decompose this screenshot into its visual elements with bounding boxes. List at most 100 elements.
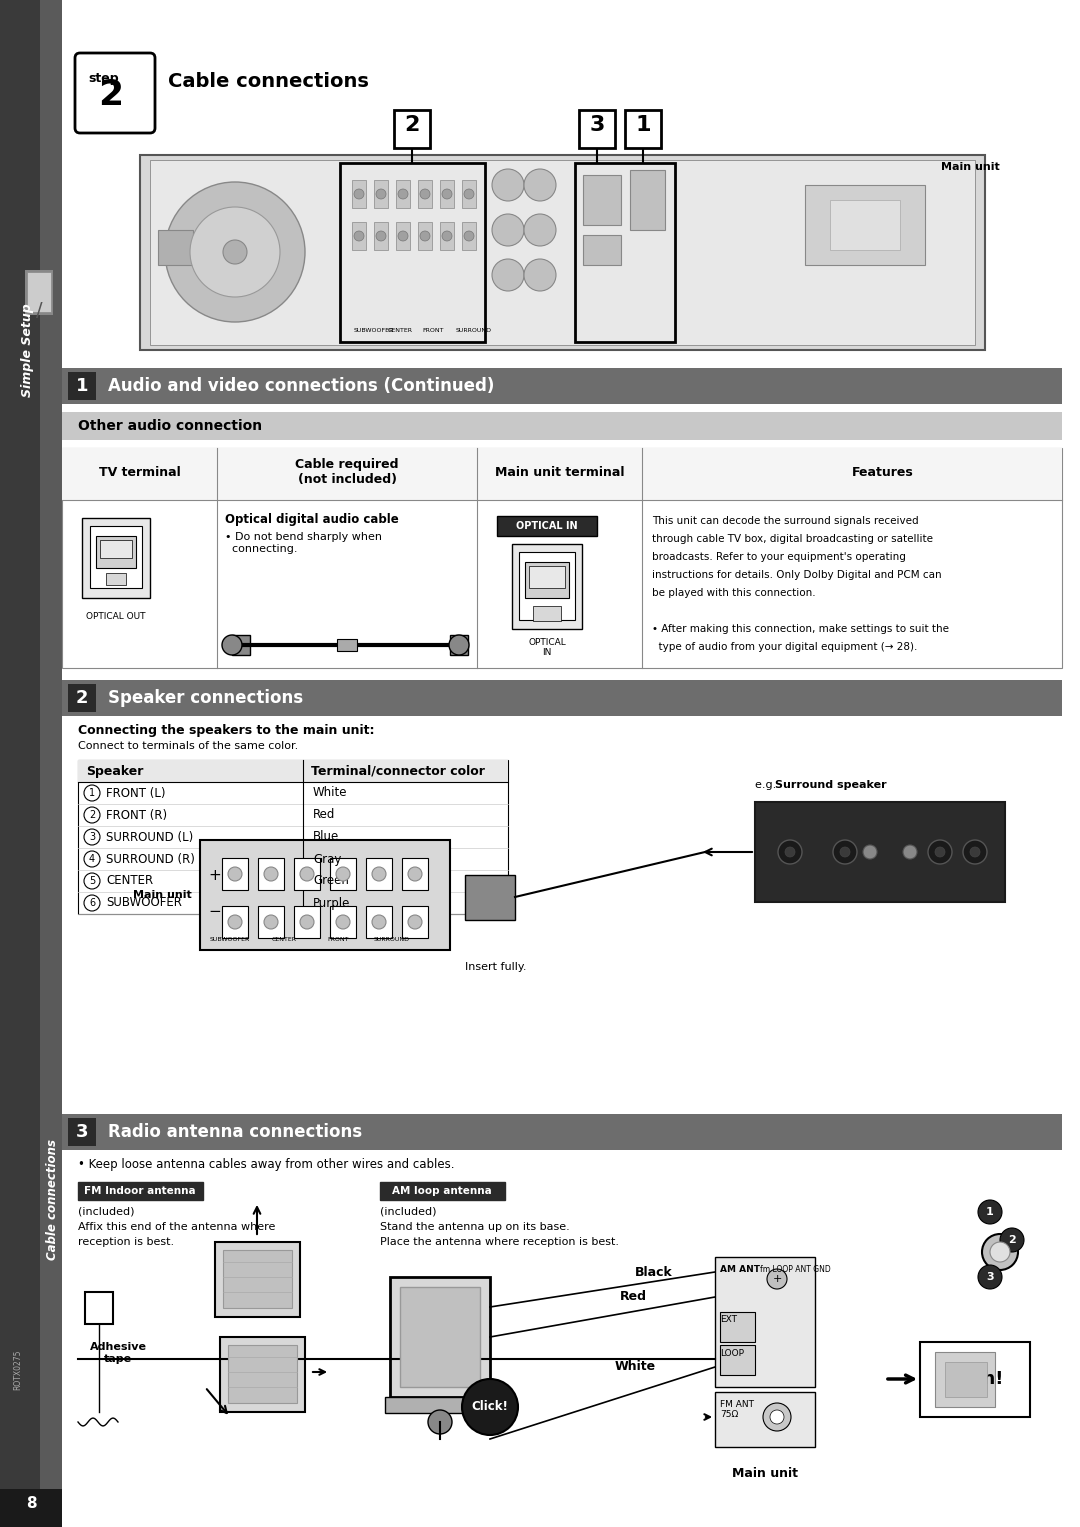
- Text: 4: 4: [89, 854, 95, 864]
- Text: Black: Black: [635, 1266, 673, 1278]
- Bar: [352, 221, 366, 250]
- Text: SURROUND (R): SURROUND (R): [106, 852, 194, 866]
- Text: This unit can decode the surround signals received: This unit can decode the surround signal…: [652, 516, 919, 525]
- Text: Connect to terminals of the same color.: Connect to terminals of the same color.: [78, 741, 298, 751]
- Text: be played with this connection.: be played with this connection.: [652, 588, 815, 599]
- Circle shape: [928, 840, 951, 864]
- Bar: [384, 1397, 495, 1412]
- Text: Radio antenna connections: Radio antenna connections: [108, 1122, 362, 1141]
- Bar: [330, 858, 356, 890]
- Circle shape: [442, 189, 453, 199]
- Text: Red: Red: [620, 1290, 647, 1304]
- Circle shape: [376, 231, 386, 241]
- Text: Surround speaker: Surround speaker: [775, 780, 887, 789]
- Text: +: +: [772, 1274, 782, 1284]
- Circle shape: [336, 867, 350, 881]
- Circle shape: [464, 231, 474, 241]
- Bar: [465, 875, 515, 919]
- FancyBboxPatch shape: [75, 53, 156, 133]
- Circle shape: [970, 847, 980, 857]
- Bar: [630, 169, 665, 231]
- Bar: [0, 0, 40, 1527]
- Text: Blue: Blue: [313, 831, 339, 843]
- Bar: [68, 373, 96, 400]
- Bar: [396, 180, 410, 208]
- Text: Main unit: Main unit: [732, 1467, 798, 1480]
- Text: Speaker connections: Speaker connections: [108, 689, 303, 707]
- Circle shape: [767, 1269, 787, 1289]
- Bar: [100, 541, 132, 557]
- Text: ROTX0275: ROTX0275: [13, 1350, 23, 1390]
- Text: OPTICAL OUT: OPTICAL OUT: [86, 612, 146, 621]
- Circle shape: [978, 1200, 1002, 1225]
- Bar: [720, 1312, 755, 1342]
- Bar: [62, 447, 1062, 667]
- Circle shape: [840, 847, 850, 857]
- Text: FM Indoor antenna: FM Indoor antenna: [84, 1186, 195, 1196]
- Circle shape: [354, 231, 364, 241]
- Bar: [62, 1115, 1062, 1150]
- Bar: [0, 1489, 62, 1527]
- Bar: [462, 180, 476, 208]
- Text: CENTER: CENTER: [388, 328, 413, 333]
- Text: 2: 2: [1008, 1235, 1016, 1245]
- Circle shape: [990, 1241, 1010, 1261]
- Circle shape: [420, 189, 430, 199]
- Text: SUBWOOFER: SUBWOOFER: [210, 938, 251, 942]
- Bar: [78, 760, 508, 782]
- Bar: [258, 858, 284, 890]
- Text: LOOP: LOOP: [720, 1348, 744, 1358]
- Bar: [583, 235, 621, 266]
- Text: OPTICAL IN: OPTICAL IN: [516, 521, 578, 531]
- Bar: [720, 1345, 755, 1374]
- Circle shape: [408, 915, 422, 928]
- Text: Click!: Click!: [472, 1400, 509, 1414]
- Bar: [150, 160, 975, 345]
- Bar: [519, 551, 575, 620]
- Text: White: White: [313, 786, 348, 800]
- Circle shape: [420, 231, 430, 241]
- Text: step: step: [87, 72, 119, 86]
- Circle shape: [428, 1409, 453, 1434]
- Text: 2: 2: [98, 78, 123, 111]
- Circle shape: [228, 867, 242, 881]
- Circle shape: [935, 847, 945, 857]
- Text: 3: 3: [89, 832, 95, 841]
- Bar: [529, 567, 565, 588]
- Text: Green: Green: [313, 875, 349, 887]
- Text: Audio and video connections (Continued): Audio and video connections (Continued): [108, 377, 495, 395]
- Bar: [200, 840, 450, 950]
- Circle shape: [84, 829, 100, 844]
- Bar: [831, 200, 900, 250]
- Bar: [440, 221, 454, 250]
- Circle shape: [982, 1234, 1018, 1270]
- Circle shape: [524, 169, 556, 202]
- Bar: [62, 447, 1062, 499]
- Bar: [450, 635, 468, 655]
- Text: 3: 3: [986, 1272, 994, 1283]
- Text: SUBWOOFER: SUBWOOFER: [106, 896, 181, 910]
- Bar: [232, 635, 249, 655]
- Bar: [402, 906, 428, 938]
- Text: /: /: [36, 301, 42, 319]
- Text: Adhesive
tape: Adhesive tape: [90, 1342, 147, 1364]
- Circle shape: [399, 189, 408, 199]
- Text: 3: 3: [590, 115, 605, 134]
- Text: Gray: Gray: [313, 852, 341, 866]
- Bar: [418, 180, 432, 208]
- Text: SURROUND: SURROUND: [374, 938, 410, 942]
- Bar: [330, 906, 356, 938]
- Bar: [380, 1182, 505, 1200]
- Circle shape: [84, 873, 100, 889]
- Text: reception is best.: reception is best.: [78, 1237, 174, 1248]
- Circle shape: [300, 867, 314, 881]
- Text: EXT: EXT: [720, 1315, 737, 1324]
- Circle shape: [462, 1379, 518, 1435]
- Text: Purple: Purple: [313, 896, 350, 910]
- Text: (included): (included): [380, 1206, 436, 1215]
- Bar: [85, 1292, 113, 1324]
- Circle shape: [442, 231, 453, 241]
- Circle shape: [833, 840, 858, 864]
- Circle shape: [762, 1403, 791, 1431]
- Circle shape: [492, 260, 524, 292]
